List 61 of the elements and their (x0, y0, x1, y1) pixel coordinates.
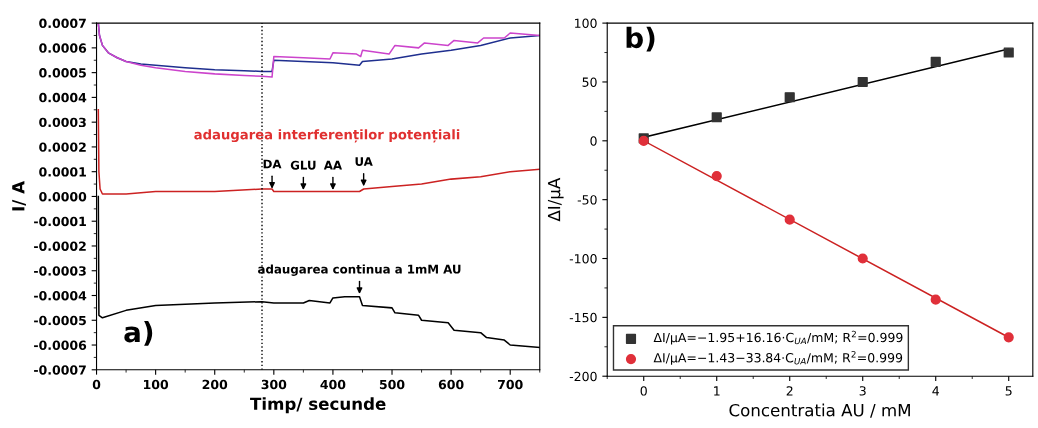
x-tick-label: 700 (498, 379, 523, 390)
point (784, 92, 795, 103)
y-tick-label: 0.0007 (39, 18, 86, 29)
annotation: b) (626, 26, 655, 52)
x-tick-label: 5 (1005, 386, 1012, 396)
y-axis-title: I/ A (12, 181, 26, 211)
x-tick-label: 200 (202, 379, 228, 390)
x-tick-label: 1 (714, 386, 720, 396)
y-tick-label: 0.0001 (39, 167, 86, 177)
x-tick-label: 0 (640, 386, 647, 396)
y-tick-label: -0.0004 (34, 290, 87, 301)
x-tick-label: 4 (932, 386, 939, 396)
x-tick-label: 300 (261, 379, 287, 390)
y-tick-label: -50 (577, 195, 597, 205)
point (857, 76, 868, 88)
point (930, 294, 941, 305)
annotation: DA (263, 159, 282, 169)
point (1003, 47, 1014, 58)
x-tick-label: 600 (438, 379, 464, 390)
y-tick-label: -0.0005 (34, 315, 86, 326)
y-tick-label: 0.0005 (39, 68, 86, 78)
x-tick-label: 2 (786, 386, 793, 396)
y-tick-label: -0.0006 (34, 340, 87, 350)
annotation: a) (124, 320, 153, 346)
y-tick-label: -0.0002 (34, 241, 86, 251)
annotation: AA (323, 160, 342, 170)
y-tick-label: 0.0000 (39, 191, 87, 202)
legend-label: ΔI/μA=−1.43−33.84·C$_{UA}$/mM; R$^{2}$=0.999 (653, 350, 903, 365)
y-tick-label: -200 (569, 371, 597, 382)
point (784, 214, 795, 225)
y-tick-label: -100 (569, 253, 597, 264)
y-tick-label: 0.0003 (39, 117, 86, 128)
annotation: GLU (290, 160, 316, 170)
point (930, 56, 941, 68)
y-tick-label: 100 (575, 18, 597, 29)
x-tick-label: 100 (144, 379, 169, 390)
x-tick-label: 3 (859, 386, 866, 396)
annotation: adaugarea interferenților potențiali (194, 129, 460, 143)
annotation: UA (355, 157, 373, 166)
x-tick-label: 500 (379, 379, 405, 390)
annotation: adaugarea continua a 1mM AU (258, 264, 461, 276)
y-axis-title: ΔI/μA (547, 177, 564, 222)
x-tick-label: 0 (92, 379, 101, 390)
y-tick-label: -150 (569, 312, 597, 323)
x-tick-label: 400 (320, 379, 346, 390)
y-tick-label: -0.0001 (34, 216, 86, 227)
y-tick-label: 0.0004 (39, 92, 87, 103)
x-axis-title: Timp/ secunde (250, 397, 386, 414)
legend-label: ΔI/μA=−1.95+16.16·C$_{UA}$/mM; R$^{2}$=0.999 (653, 330, 903, 345)
point (711, 112, 722, 123)
x-axis-title: Concentratia AU / mM (729, 403, 910, 418)
point (857, 253, 868, 264)
y-tick-label: -0.0007 (34, 365, 86, 375)
point (1003, 332, 1014, 343)
y-tick-label: 0.0002 (39, 142, 86, 152)
y-tick-label: 0 (590, 136, 597, 146)
line-series (97, 109, 540, 195)
point (711, 171, 722, 182)
y-tick-label: 50 (582, 77, 597, 87)
y-tick-label: 0.0006 (39, 43, 87, 53)
y-tick-label: -0.0003 (34, 266, 86, 276)
